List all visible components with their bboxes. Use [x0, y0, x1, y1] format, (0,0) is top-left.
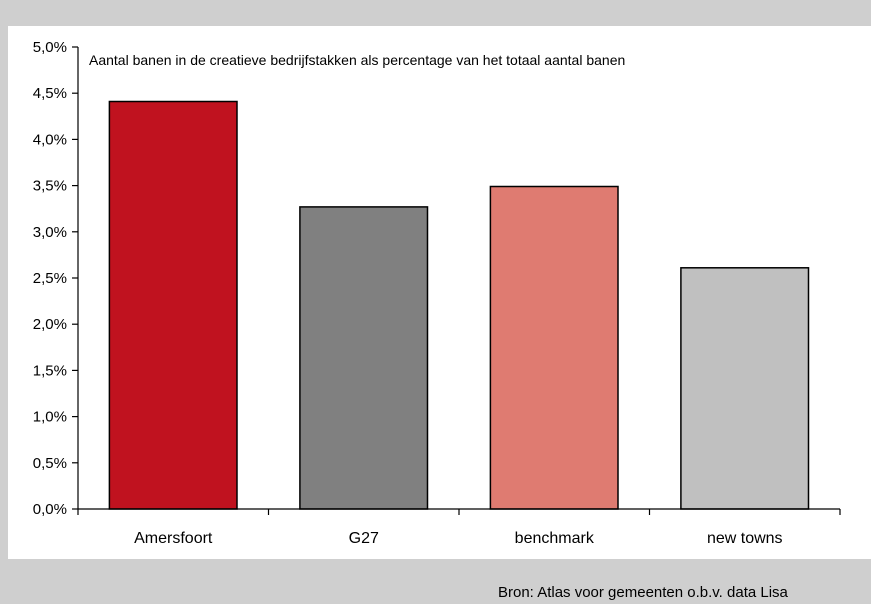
y-tick-label: 1,0% — [33, 409, 67, 426]
x-category-label: benchmark — [515, 530, 595, 547]
x-category-label: G27 — [349, 530, 379, 547]
x-category-label: Amersfoort — [134, 530, 213, 547]
chart-title: Aantal banen in de creatieve bedrijfstak… — [89, 52, 625, 68]
plot-area: Aantal banen in de creatieve bedrijfstak… — [8, 26, 871, 559]
x-category-label: new towns — [707, 530, 783, 547]
y-tick-label: 0,0% — [33, 501, 67, 518]
y-tick-label: 2,0% — [33, 316, 67, 333]
y-tick-label: 3,5% — [33, 178, 67, 195]
y-tick-label: 1,5% — [33, 362, 67, 379]
bar-amersfoort — [108, 100, 238, 510]
y-tick-label: 4,5% — [33, 85, 67, 102]
y-tick-label: 0,5% — [33, 455, 67, 472]
y-tick-label: 4,0% — [33, 131, 67, 148]
bar-new-towns — [680, 267, 810, 510]
source-note: Bron: Atlas voor gemeenten o.b.v. data L… — [498, 584, 788, 601]
bar-benchmark — [489, 185, 619, 510]
y-tick-label: 3,0% — [33, 224, 67, 241]
y-tick-label: 5,0% — [33, 39, 67, 56]
y-tick-label: 2,5% — [33, 270, 67, 287]
bar-chart: Aantal banen in de creatieve bedrijfstak… — [33, 39, 841, 547]
bar-g27 — [299, 206, 429, 510]
